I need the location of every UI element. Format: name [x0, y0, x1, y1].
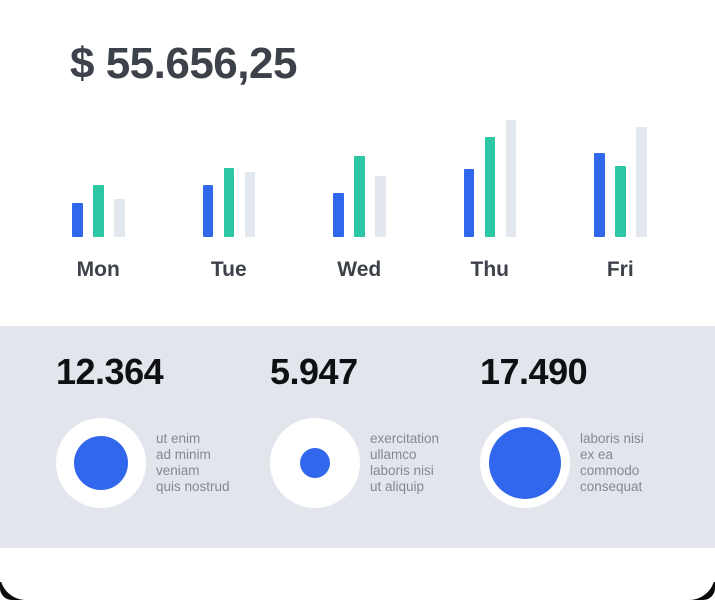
bar-blue-tue [202, 185, 213, 237]
bar-group-tue [202, 120, 255, 237]
weekly-bar-chart [72, 120, 715, 237]
bar-gray-mon [114, 199, 125, 237]
bar-teal-fri [615, 166, 626, 237]
bar-group-fri [594, 120, 647, 237]
stat-description: ut enim ad minim veniam quis nostrud [156, 431, 230, 494]
stat-row: laboris nisi ex ea commodo consequat [480, 418, 685, 508]
stat-value: 17.490 [480, 351, 588, 392]
stat-block-2: 5.947 exercitation ullamco laboris nisi … [270, 352, 475, 508]
bar-teal-thu [484, 137, 495, 237]
stat-description: exercitation ullamco laboris nisi ut ali… [370, 431, 440, 494]
balance-amount: $ 55.656,25 [70, 39, 297, 88]
day-label-mon: Mon [76, 258, 120, 281]
day-label-wed: Wed [337, 258, 382, 281]
stat-dot-icon [300, 448, 330, 478]
bar-gray-fri [636, 127, 647, 237]
bar-blue-mon [72, 203, 83, 237]
day-label-tue: Tue [210, 258, 247, 281]
stat-dot-icon [74, 436, 128, 490]
stat-block-1: 12.364 ut enim ad minim veniam quis nost… [56, 352, 261, 508]
bar-group-wed [333, 120, 386, 237]
stat-row: exercitation ullamco laboris nisi ut ali… [270, 418, 475, 508]
bar-teal-mon [93, 185, 104, 237]
bar-group-thu [463, 120, 516, 237]
stat-value: 12.364 [56, 351, 164, 392]
stat-dot-icon [489, 427, 561, 499]
chart-day-labels: Mon Tue Wed Thu Fri [72, 258, 715, 284]
day-label-thu: Thu [470, 258, 509, 281]
stat-value: 5.947 [270, 351, 358, 392]
bar-blue-thu [463, 169, 474, 237]
stat-bubble [480, 418, 570, 508]
bar-gray-wed [375, 176, 386, 237]
bar-blue-fri [594, 153, 605, 237]
bar-gray-tue [244, 172, 255, 237]
bar-blue-wed [333, 193, 344, 237]
stat-bubble [56, 418, 146, 508]
stats-panel: 12.364 ut enim ad minim veniam quis nost… [0, 326, 715, 548]
day-label-fri: Fri [606, 258, 634, 281]
stat-description: laboris nisi ex ea commodo consequat [580, 431, 644, 494]
bar-teal-tue [223, 168, 234, 237]
stat-bubble [270, 418, 360, 508]
stat-block-3: 17.490 laboris nisi ex ea commodo conseq… [480, 352, 685, 508]
bar-teal-wed [354, 156, 365, 237]
stat-row: ut enim ad minim veniam quis nostrud [56, 418, 261, 508]
bar-gray-thu [505, 120, 516, 237]
bar-group-mon [72, 120, 125, 237]
